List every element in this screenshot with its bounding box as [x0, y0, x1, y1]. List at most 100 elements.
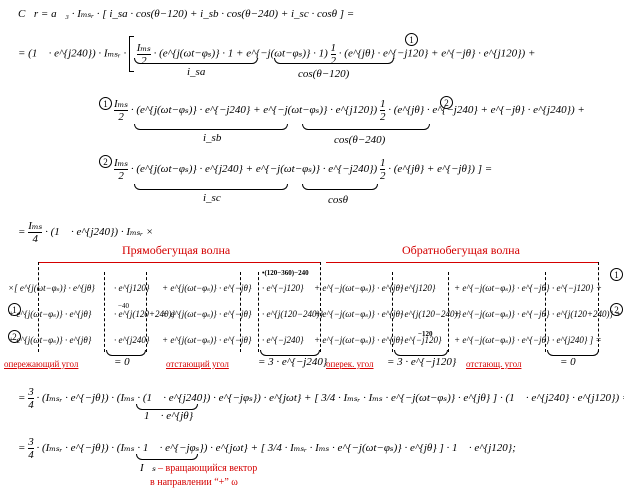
- row-a-half-num: 1: [330, 41, 337, 54]
- matrix-cell: + e^{−j(ωt−φₛ)} · e^{jθ}: [314, 283, 404, 293]
- matrix-small-mid: −40: [118, 302, 129, 310]
- column-divider: [104, 272, 105, 352]
- row-b-underbrace-1: [134, 124, 288, 130]
- matrix-small-mid-2: −120: [418, 330, 433, 338]
- row-c-under-2: cosθ: [328, 194, 349, 206]
- row-c-body: · (e^{j(ωt−φₛ)} · e^{j240} + e^{−j(ωt−φₛ…: [130, 163, 378, 176]
- circle-marker-1-left-matrix: 1: [8, 303, 21, 316]
- backward-wave-arrow: [326, 262, 598, 263]
- matrix-small-top: •(120−360)−240: [262, 269, 309, 277]
- matrix-cell: · e^{j(120+240)} +: [552, 309, 622, 319]
- matrix-cell: · e^{j(120−240)}: [262, 309, 324, 319]
- angle-label-leading-2: оперек. угол: [326, 359, 374, 369]
- eq-f-body: · (Iₘₛᵣ · e^{−jθ}) · (Iₘₛ · 1⃗ · e^{−jφₛ…: [36, 442, 259, 455]
- matrix-cell: · e^{j240}: [114, 335, 150, 345]
- eq-e-body: · (Iₘₛᵣ · e^{−jθ}) · (Iₘₛ · (1⃗ · e^{j24…: [36, 392, 312, 405]
- row-c-cos: · (e^{jθ} + e^{−jθ}) ] =: [388, 163, 493, 176]
- result-zero-2: = 0: [560, 356, 576, 368]
- matrix-cell: + e^{−j(ωt−φₛ)} · e^{−jθ}: [454, 335, 550, 345]
- matrix-cell: + e^{j(ωt−φₛ)} · e^{jθ}: [8, 335, 92, 345]
- angle-label-leading: опережающий угол: [4, 359, 79, 369]
- matrix-cell: · e^{j(120+240)}: [114, 309, 176, 319]
- forward-wave-label: Прямобегущая волна: [122, 243, 231, 257]
- circle-marker-2: 2: [440, 96, 453, 109]
- result-three-2: = 3 · e^{−j120}: [387, 356, 457, 368]
- column-divider: [240, 272, 241, 352]
- eq-f-underbrace: [136, 454, 198, 460]
- matrix-cell: · e^{−j120}: [262, 283, 304, 293]
- note-line-1: – вращающийся вектор: [158, 463, 258, 474]
- eq-e-den: 4: [28, 398, 34, 411]
- circle-marker-1: 1: [405, 33, 418, 46]
- matrix-cell: + e^{−j(ωt−φₛ)} · e^{−jθ}: [454, 283, 550, 293]
- circle-marker-2-right: 2: [610, 303, 623, 316]
- row-c-under-1: i_sc: [203, 192, 221, 204]
- column-divider: [38, 262, 39, 352]
- matrix-cell: + e^{−j(ωt−φₛ)} · e^{−jθ}: [454, 309, 550, 319]
- matrix-cell: · e^{−j120}: [400, 335, 442, 345]
- circle-marker-2-left-matrix: 2: [8, 330, 21, 343]
- row-d-body: · (1⃗ · e^{j240}) · Iₘₛᵣ ×: [45, 226, 154, 239]
- row-b-under-2: cos(θ−240): [334, 134, 386, 146]
- column-divider: [320, 262, 321, 352]
- row-d-fraction: Iₘₛ 4: [28, 220, 43, 245]
- note-line-2: в направлении “+” ω: [150, 477, 238, 488]
- matrix-cell: + e^{j(ωt−φₛ)} · e^{−jθ}: [162, 335, 252, 345]
- circle-marker-2-left: 2: [99, 155, 112, 168]
- row-c-half-num: 1: [379, 157, 386, 169]
- result-three-1: = 3 · e^{−j240}: [258, 356, 328, 368]
- column-divider: [146, 272, 147, 352]
- eq1-rhs: i_sa · cos(θ−120) + i_sb · cos(θ−240) + …: [109, 8, 355, 20]
- row-a: = (1⃗ · e^{j240}) · Iₘₛᵣ · Iₘₛ 2 · (e^{j(…: [18, 36, 535, 72]
- eq-e-num: 3: [28, 386, 34, 398]
- column-divider: [392, 272, 393, 352]
- row-b-under-1: i_sb: [203, 132, 222, 144]
- eq-e-under: 1⃗ · e^{jθ}: [144, 410, 194, 422]
- note-vector: I⃗ₛ: [140, 462, 156, 474]
- angle-label-lagging: отстающий угол: [166, 359, 229, 369]
- matrix-cell: + e^{j(ωt−φₛ)} · e^{−jθ}: [162, 309, 252, 319]
- matrix-cell: + e^{−j(ωt−φₛ)} · e^{jθ}: [314, 309, 404, 319]
- row-d: = Iₘₛ 4 · (1⃗ · e^{j240}) · Iₘₛᵣ ×: [18, 220, 153, 245]
- column-divider: [448, 272, 449, 352]
- row-b: Iₘₛ 2 · (e^{j(ωt−φₛ)} · e^{−j240} + e^{−j…: [114, 98, 585, 123]
- matrix-cell: · e^{j120}: [400, 283, 436, 293]
- column-divider: [545, 272, 546, 352]
- forward-wave-arrow: [38, 262, 320, 263]
- eq-f-prefix: =: [18, 442, 26, 455]
- row-b-den: 2: [114, 110, 129, 123]
- row-a-cos: · (e^{jθ} · e^{−j120} + e^{−jθ} · e^{j12…: [338, 47, 536, 60]
- row-d-num: Iₘₛ: [28, 220, 43, 232]
- column-divider: [258, 272, 259, 352]
- matrix-cell: + e^{−j(ωt−φₛ)} · e^{jθ}: [314, 335, 404, 345]
- equation-1: C⃗r = a⃗₃ · Iₘₛᵣ · [ i_sa · cos(θ−120) +…: [18, 8, 354, 21]
- row-a-half-den: 2: [330, 53, 337, 67]
- row-a-under-1: i_sa: [187, 66, 206, 78]
- row-c: Iₘₛ 2 · (e^{j(ωt−φₛ)} · e^{j240} + e^{−j(…: [114, 157, 492, 182]
- eq-f-num: 3: [28, 436, 34, 448]
- matrix-cell: · e^{j240} ] =: [552, 335, 602, 345]
- row-c-half-den: 2: [379, 169, 386, 182]
- eq1-lhs: C⃗r = a⃗₃ · Iₘₛᵣ · [: [18, 8, 107, 20]
- row-a-num: Iₘₛ: [136, 41, 151, 54]
- matrix-cell: · e^{j(120−240)}: [400, 309, 462, 319]
- eq-f-den: 4: [28, 448, 34, 461]
- eq-e-prefix: =: [18, 392, 26, 405]
- row-a-fraction: Iₘₛ 2: [136, 41, 151, 67]
- circle-marker-1-right: 1: [610, 268, 623, 281]
- eq-e-tail: [ 3/4 · Iₘₛᵣ · Iₘₛ · e^{−j(ωt−φₛ)} · e^{…: [314, 392, 624, 405]
- circle-marker-1-left: 1: [99, 97, 112, 110]
- row-b-half-den: 2: [379, 110, 386, 123]
- matrix-cell: · e^{−j120} +: [552, 283, 602, 293]
- row-b-underbrace-2: [302, 124, 430, 130]
- result-zero-1: = 0: [114, 356, 130, 368]
- row-b-fraction: Iₘₛ 2: [114, 98, 129, 123]
- matrix-cell: ×[ e^{j(ωt−φₛ)} · e^{jθ}: [8, 283, 95, 293]
- row-b-num: Iₘₛ: [114, 98, 129, 110]
- column-divider: [598, 262, 599, 352]
- row-b-cos: · (e^{jθ} · e^{−j240} + e^{−jθ} · e^{j24…: [388, 104, 585, 117]
